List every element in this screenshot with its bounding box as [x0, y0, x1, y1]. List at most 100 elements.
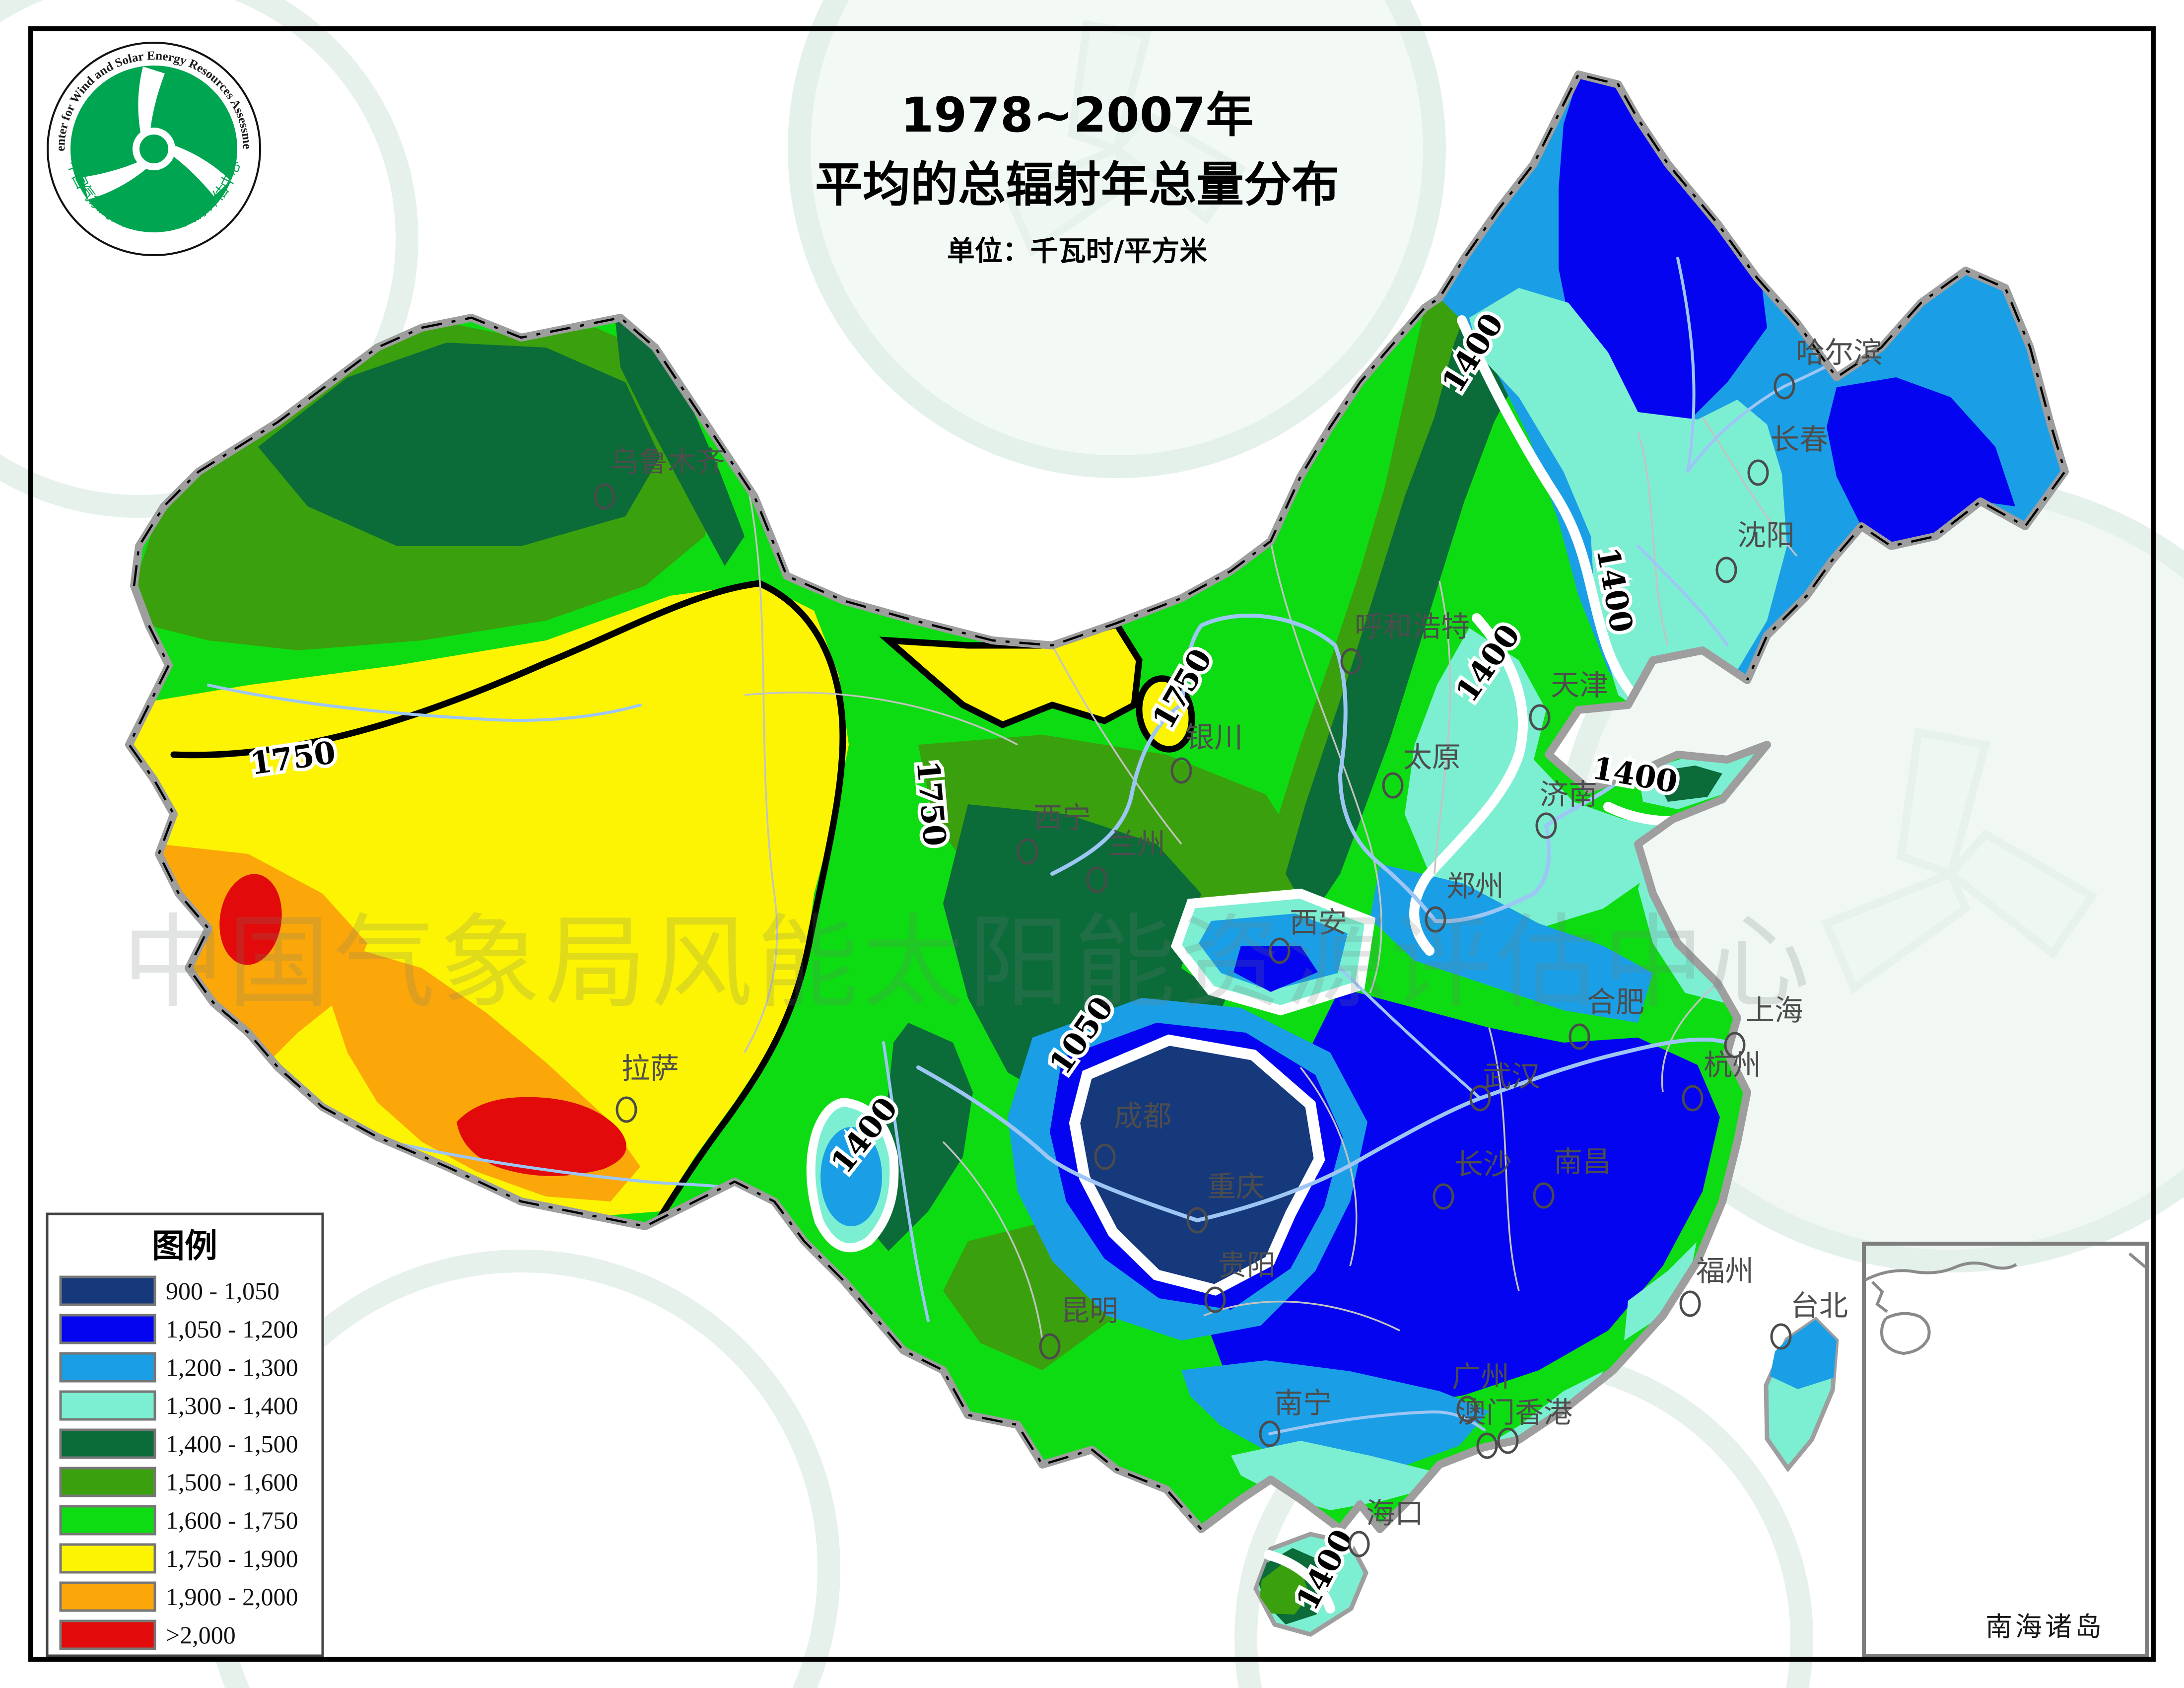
- city-dot: [1382, 772, 1404, 799]
- city-label: 台北: [1790, 1290, 1848, 1322]
- city-label: 太原: [1403, 741, 1461, 774]
- band-gt2000: [219, 874, 282, 965]
- city-dot: [1476, 1432, 1498, 1459]
- city-杭州: 杭州: [1682, 1049, 1761, 1112]
- band-gt2000: [457, 1097, 626, 1176]
- city-沈阳: 沈阳: [1715, 519, 1795, 583]
- band-1200-1300: [820, 1127, 882, 1226]
- legend-rows: 900 - 1,050 1,050 - 1,200 1,200 - 1,300 1,3…: [59, 1275, 298, 1650]
- city-label: 昆明: [1061, 1295, 1118, 1327]
- legend-swatch: [59, 1428, 156, 1459]
- city-label: 贵阳: [1218, 1249, 1276, 1281]
- city-济南: 济南: [1535, 778, 1597, 839]
- city-台北: 台北: [1770, 1290, 1848, 1350]
- legend-swatch: [59, 1505, 156, 1536]
- legend-swatch: [59, 1467, 156, 1497]
- city-哈尔滨: 哈尔滨: [1774, 337, 1882, 400]
- city-dot: [615, 1096, 637, 1123]
- city-label: 重庆: [1207, 1171, 1265, 1203]
- legend-label: 1,900 - 2,000: [166, 1583, 298, 1611]
- yangtze-river: [916, 1037, 1737, 1223]
- city-label: 西安: [1290, 907, 1347, 939]
- rivers-and-provinces: [207, 257, 1967, 1435]
- title-unit: 单位：千瓦时/平方米: [947, 235, 1207, 268]
- city-dot: [1204, 1286, 1226, 1313]
- city-重庆: 重庆: [1186, 1171, 1265, 1234]
- city-dot: [1425, 906, 1446, 933]
- legend-row: 1,600 - 1,750: [59, 1505, 298, 1536]
- watermark-circle: [788, 0, 1446, 478]
- city-福州: 福州: [1679, 1255, 1754, 1317]
- city-上海: 上海: [1724, 994, 1803, 1058]
- city-dot: [1715, 557, 1737, 583]
- city-dot: [1259, 1420, 1281, 1447]
- contour-1750-closed: [1136, 675, 1195, 753]
- legend-label: 1,500 - 1,600: [166, 1468, 298, 1496]
- legend-row: 1,900 - 2,000: [59, 1581, 298, 1612]
- city-label: 天津: [1551, 669, 1608, 702]
- pearl-river: [1268, 1410, 1486, 1435]
- city-天津: 天津: [1529, 669, 1608, 731]
- city-label: 济南: [1540, 778, 1597, 811]
- city-海口: 海口: [1348, 1497, 1424, 1557]
- city-澳门香港: 澳门香港: [1457, 1397, 1572, 1459]
- contour-1750: [170, 580, 763, 759]
- city-label: 武汉: [1483, 1060, 1540, 1093]
- band-1200-1300: [1370, 864, 1653, 1023]
- legend-row: 1,050 - 1,200: [59, 1314, 298, 1344]
- inset-label: 南海诸岛: [1985, 1612, 2105, 1642]
- city-label: 乌鲁木齐: [610, 446, 725, 478]
- legend-row: 1,400 - 1,500: [59, 1428, 298, 1459]
- legend-label: 1,600 - 1,750: [166, 1506, 298, 1534]
- city-dot: [1529, 704, 1551, 731]
- city-label: 西宁: [1033, 802, 1091, 834]
- city-dot: [1497, 1427, 1519, 1454]
- legend-label: 1,400 - 1,500: [166, 1430, 298, 1458]
- city-乌鲁木齐: 乌鲁木齐: [594, 446, 725, 510]
- city-dot: [1456, 1396, 1478, 1422]
- city-dot: [1086, 866, 1108, 893]
- city-贵阳: 贵阳: [1204, 1249, 1276, 1313]
- city-广州: 广州: [1452, 1361, 1509, 1422]
- band-1300-1400: [1405, 628, 1668, 928]
- city-dot: [1533, 1182, 1555, 1209]
- watermark-circle: [0, 0, 418, 518]
- city-dot: [1535, 812, 1557, 839]
- city-南宁: 南宁: [1259, 1387, 1332, 1447]
- band-1400-1500: [615, 318, 745, 566]
- city-label: 合肥: [1587, 986, 1644, 1018]
- legend-row: >2,000: [59, 1619, 236, 1650]
- legend-title: 图例: [152, 1228, 217, 1265]
- city-label: 兰州: [1108, 828, 1165, 860]
- city-label: 呼和浩特: [1355, 611, 1470, 643]
- city-拉萨: 拉萨: [615, 1053, 679, 1123]
- band-1050-1200: [1559, 77, 1767, 432]
- city-label: 澳门香港: [1457, 1397, 1572, 1429]
- city-合肥: 合肥: [1569, 986, 1644, 1050]
- band-1200-1300: [1181, 1360, 1489, 1471]
- tarim-river: [207, 684, 642, 722]
- legend-label: 1,200 - 1,300: [166, 1353, 298, 1381]
- map-title: 1978~2007年 平均的总辐射年总量分布 单位：千瓦时/平方米: [815, 87, 1339, 268]
- city-dot: [1017, 838, 1038, 865]
- city-label: 郑州: [1446, 870, 1504, 903]
- city-dot: [1340, 648, 1362, 675]
- legend-row: 1,200 - 1,300: [59, 1352, 298, 1383]
- city-label: 海口: [1366, 1497, 1424, 1530]
- band-1400-1500: [1286, 124, 1653, 918]
- legend-row: 900 - 1,050: [59, 1275, 279, 1306]
- city-银川: 银川: [1170, 721, 1243, 784]
- city-label: 成都: [1114, 1100, 1171, 1132]
- city-label: 长沙: [1454, 1148, 1512, 1181]
- wind-turbine-icon: [83, 67, 231, 200]
- city-郑州: 郑州: [1425, 870, 1504, 933]
- center-watermark-text: 中国气象局风能太阳能资源评估中心: [122, 908, 1814, 1020]
- band-1300-1400: [1231, 1371, 1603, 1510]
- city-dot: [1679, 1290, 1701, 1317]
- city-dot: [1186, 1207, 1208, 1234]
- city-兰州: 兰州: [1086, 828, 1165, 893]
- south-china-sea-inset: 南海诸岛: [1862, 1242, 2149, 1658]
